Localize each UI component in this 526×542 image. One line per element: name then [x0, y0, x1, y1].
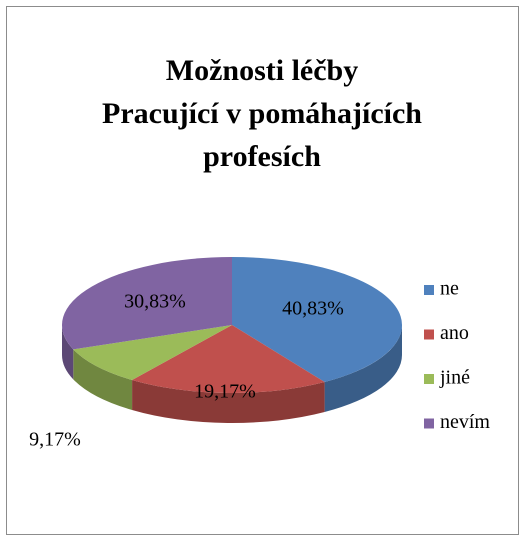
pie-slice	[73, 325, 233, 381]
legend-label: ne	[440, 278, 459, 300]
legend-label: jiné	[439, 367, 470, 389]
pie-slice	[61, 257, 232, 350]
pie-slice	[232, 257, 403, 383]
legend-swatch	[424, 418, 434, 429]
data-label: 19,17%	[194, 381, 256, 403]
chart-title: Možnosti léčby	[166, 54, 358, 87]
chart-title: profesích	[203, 140, 321, 173]
chart-title: Pracující v pomáhajících	[102, 97, 422, 130]
legend-swatch	[424, 329, 434, 340]
legend-label: ano	[440, 322, 469, 344]
pie-side	[132, 380, 325, 424]
legend-swatch	[424, 285, 434, 295]
legend-label: nevím	[440, 411, 490, 433]
pie-side	[324, 325, 402, 413]
pie-side	[73, 349, 133, 411]
data-label: 9,17%	[29, 429, 81, 451]
legend-swatch	[424, 374, 434, 384]
data-label: 40,83%	[282, 298, 344, 320]
pie-side	[62, 325, 74, 380]
pie-slice	[132, 325, 325, 393]
data-label: 30,83%	[124, 291, 186, 313]
